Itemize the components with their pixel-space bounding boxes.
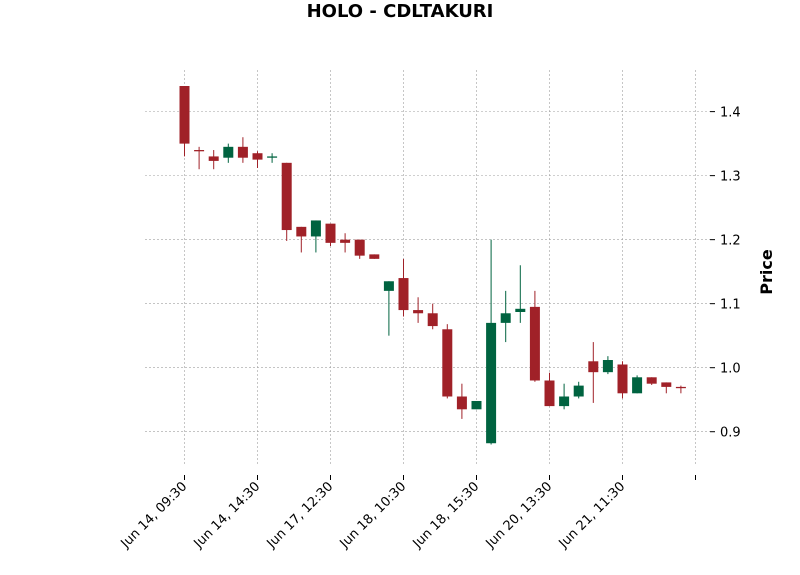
candle-body — [544, 380, 555, 407]
candle-body — [340, 239, 351, 243]
candle-layer — [179, 86, 686, 445]
candle-body — [310, 220, 321, 237]
candle-body — [369, 254, 380, 259]
candle-body — [413, 310, 424, 314]
candle-body — [383, 281, 394, 291]
candle-up — [602, 356, 613, 375]
candle-body — [281, 162, 292, 231]
candle-down — [340, 233, 351, 253]
candle-down — [646, 377, 657, 385]
x-tick-label: Jun 21, 11:30 — [556, 479, 629, 552]
candle-body — [486, 322, 497, 444]
candle-up — [223, 143, 234, 163]
candle-body — [252, 153, 263, 160]
chart-title: HOLO - CDLTAKURI — [307, 1, 494, 22]
candle-body — [237, 146, 248, 158]
x-tick-label: Jun 20, 13:30 — [483, 479, 556, 552]
candle-up — [383, 281, 394, 336]
candle-up — [471, 400, 482, 410]
candle-body — [194, 150, 205, 152]
candle-down — [675, 385, 686, 394]
y-tick-label: 1.3 — [720, 170, 741, 185]
candle-body — [456, 396, 467, 410]
candle-body — [296, 226, 307, 237]
candle-body — [515, 308, 526, 312]
x-tick-label: Jun 18, 15:30 — [410, 479, 483, 552]
candle-down — [427, 303, 438, 330]
candle-body — [471, 400, 482, 410]
candle-body — [632, 377, 643, 394]
candle-down — [281, 162, 292, 241]
candle-up — [559, 383, 570, 410]
candle-body — [588, 361, 599, 373]
y-tick-label: 1.2 — [720, 234, 741, 249]
x-tick-label: Jun 14, 14:30 — [191, 479, 264, 552]
x-tick-label: Jun 18, 10:30 — [337, 479, 410, 552]
candle-down — [296, 226, 307, 253]
candle-body — [529, 306, 540, 381]
x-tick-label: Jun 17, 12:30 — [264, 479, 337, 552]
candle-body — [617, 364, 628, 394]
x-tick-label: Jun 14, 09:30 — [118, 479, 191, 552]
candle-body — [602, 360, 613, 373]
candle-up — [632, 375, 643, 394]
candle-up — [310, 220, 321, 253]
candle-up — [573, 381, 584, 399]
candle-down — [529, 290, 540, 382]
candle-body — [675, 386, 686, 389]
x-axis: Jun 14, 09:30 Jun 14, 14:30 Jun 17, 12:30 J… — [118, 475, 696, 552]
candle-body — [325, 223, 336, 243]
candle-down — [661, 382, 672, 394]
candle-body — [559, 396, 570, 407]
candle-body — [573, 385, 584, 397]
candle-body — [442, 329, 453, 397]
candle-down — [588, 342, 599, 403]
candle-down — [456, 383, 467, 419]
candle-down — [354, 239, 365, 259]
y-tick-label: 0.9 — [720, 426, 741, 441]
candle-down — [398, 258, 409, 317]
candle-down — [208, 150, 219, 170]
y-tick-label: 1.1 — [720, 298, 741, 313]
candle-up — [500, 290, 511, 343]
candle-up — [267, 153, 278, 163]
candle-down — [325, 223, 336, 247]
candle-body — [354, 239, 365, 256]
candle-up — [515, 265, 526, 323]
y-axis-label: Price — [757, 249, 776, 295]
y-axis: 0.9 1.0 1.1 1.2 1.3 1.4 — [710, 106, 741, 441]
candle-body — [223, 146, 234, 158]
candle-down — [369, 254, 380, 259]
candle-body — [398, 278, 409, 311]
candle-down — [617, 361, 628, 399]
candle-body — [179, 86, 190, 144]
y-tick-label: 1.4 — [720, 106, 741, 121]
candle-body — [208, 156, 219, 161]
candle-down — [194, 146, 205, 170]
candle-down — [252, 151, 263, 168]
candle-up — [486, 239, 497, 445]
candle-down — [413, 297, 424, 323]
candle-down — [442, 324, 453, 399]
candle-body — [427, 313, 438, 327]
candle-body — [661, 382, 672, 387]
candle-down — [237, 137, 248, 163]
y-tick-label: 1.0 — [720, 362, 741, 377]
grid-layer — [145, 70, 710, 465]
candle-down — [179, 86, 190, 157]
candle-down — [544, 372, 555, 407]
candle-body — [500, 313, 511, 323]
candle-body — [267, 156, 278, 158]
candle-body — [646, 377, 657, 384]
